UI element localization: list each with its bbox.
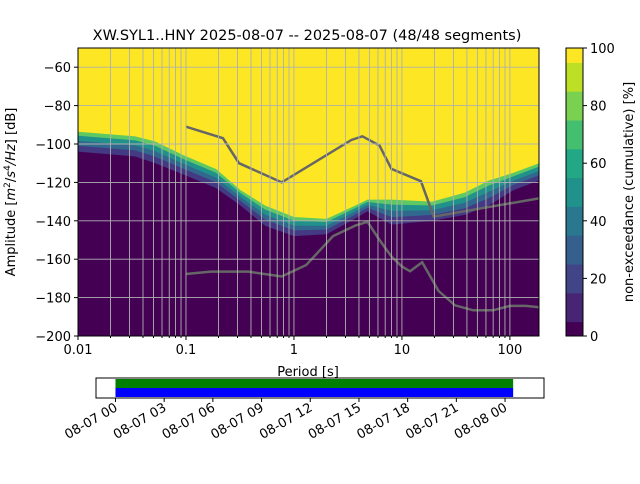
timeline-tick-label: 08-07 15 — [306, 400, 364, 442]
colorbar-step — [566, 192, 583, 207]
colorbar-step — [566, 206, 583, 222]
colorbar-tick-label: 60 — [590, 157, 607, 172]
ppsd-band-4 — [78, 151, 539, 336]
colorbar-step — [566, 48, 583, 63]
y-tick-label: −60 — [44, 61, 71, 76]
timeline-tick-label: 08-07 00 — [62, 400, 120, 442]
y-tick-label: −180 — [35, 292, 71, 307]
y-tick-label: −120 — [35, 176, 71, 191]
timeline-tick-label: 08-07 12 — [257, 400, 315, 442]
colorbar-step — [566, 264, 583, 279]
x-tick-label: 1 — [290, 343, 298, 358]
timeline-tick-label: 08-07 21 — [403, 400, 461, 442]
y-axis-label: Amplitude [m2/s4/Hz] [dB] — [3, 108, 19, 277]
timeline-tick-label: 08-08 00 — [452, 400, 510, 442]
colorbar-step — [566, 235, 583, 251]
colorbar-step — [566, 91, 583, 107]
colorbar-step — [566, 307, 583, 323]
colorbar-tick-label: 80 — [590, 100, 607, 115]
colorbar-tick-label: 100 — [590, 42, 615, 57]
chart-title: XW.SYL1..HNY 2025-08-07 -- 2025-08-07 (4… — [93, 28, 522, 44]
colorbar-step — [566, 278, 583, 294]
timeline-data-bar — [115, 388, 514, 397]
colorbar-step — [566, 120, 583, 135]
timeline-tick-label: 08-07 06 — [160, 400, 218, 442]
timeline-ppsd-bar — [115, 379, 514, 388]
colorbar-step — [566, 148, 583, 164]
x-tick-label: 0.1 — [176, 343, 197, 358]
y-tick-label: −80 — [44, 100, 71, 115]
colorbar-tick-label: 20 — [590, 272, 607, 287]
colorbar-step — [566, 76, 583, 92]
y-tick-label: −200 — [35, 330, 71, 345]
colorbar-step — [566, 62, 583, 78]
x-axis-label: Period [s] — [277, 365, 339, 380]
y-tick-label: −140 — [35, 215, 71, 230]
colorbar-label: non-exceedance (cumulative) [%] — [622, 82, 637, 302]
y-tick-label: −160 — [35, 253, 71, 268]
colorbar-step — [566, 292, 583, 308]
ppsd-plot-area: 0.01 0.1 1 10 100 −60 −80 −100 −120 −140 −160 −180 −… — [35, 47, 540, 358]
x-tick-label: 10 — [394, 343, 411, 358]
plot-frame — [77, 47, 540, 337]
colorbar-tick-label: 0 — [590, 330, 598, 345]
colorbar-tick-label: 40 — [590, 215, 607, 230]
timeline-tick-label: 08-07 03 — [111, 400, 169, 442]
colorbar-step — [566, 163, 583, 179]
noise-model-nhnm — [185, 125, 539, 218]
colorbar-step — [566, 249, 583, 265]
y-tick-label: −100 — [35, 138, 71, 153]
timeline-tick-label: 08-07 18 — [355, 400, 413, 442]
timeline-frame — [95, 377, 545, 399]
colorbar-step — [566, 177, 583, 193]
colorbar-frame — [565, 47, 584, 337]
ppsd-layers — [78, 48, 539, 336]
colorbar-step — [566, 134, 583, 150]
colorbar-step — [566, 220, 583, 236]
x-tick-label: 0.01 — [64, 343, 93, 358]
x-tick-label: 100 — [497, 343, 522, 358]
colorbar: 0 20 40 60 80 100 — [565, 42, 615, 345]
colorbar-step — [566, 321, 583, 337]
colorbar-step — [566, 105, 583, 121]
timeline-tick-label: 08-07 09 — [208, 400, 266, 442]
